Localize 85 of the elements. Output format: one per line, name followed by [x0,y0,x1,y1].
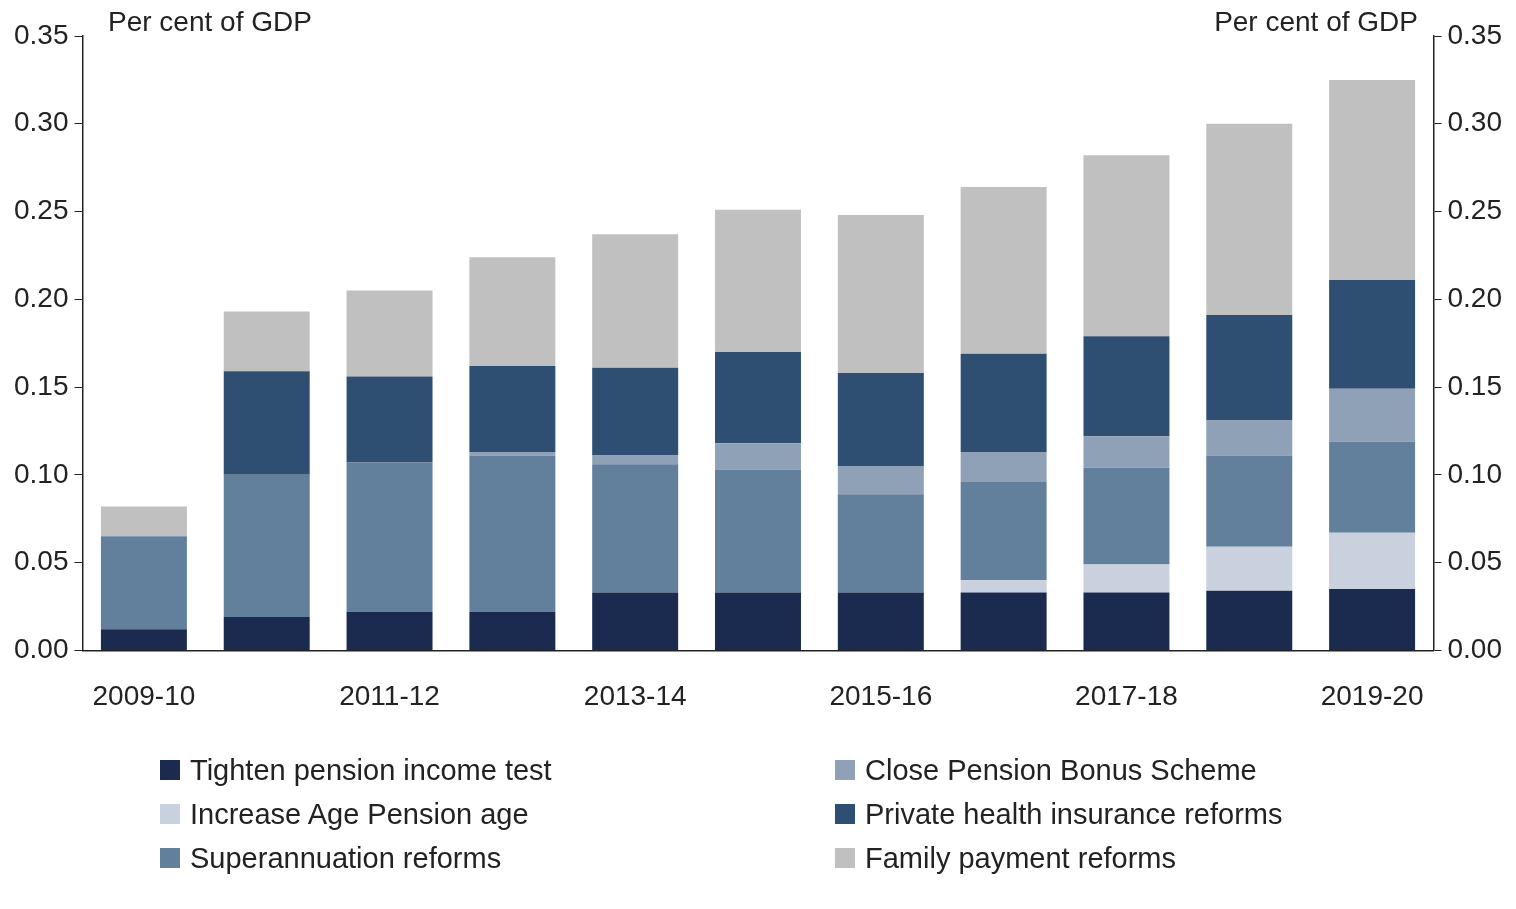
y-tick-label: 0.25 [14,194,69,226]
bar [100,506,187,537]
bar [715,443,801,470]
y-tick-label: 0.05 [14,545,69,577]
bar [837,215,924,374]
x-tick-label: 2013-14 [583,679,687,711]
bar [592,234,679,368]
y2-tick-label: 0.20 [1447,282,1502,314]
legend-label: Increase Age Pension age [190,797,529,831]
bar [960,481,1047,581]
bar [592,455,679,465]
bar [715,592,801,650]
bar [1329,280,1416,389]
bar [715,469,801,593]
bar [1329,441,1416,533]
bar [1206,455,1293,547]
bar [469,611,556,650]
bar [1083,436,1170,468]
bar [960,592,1047,650]
y2-axis-title: Per cent of GDP [1214,6,1418,38]
bar [1329,588,1416,650]
bar [837,592,924,650]
y-tick-label: 0.30 [14,106,69,138]
bar [1083,592,1170,650]
bar [223,617,310,650]
bar [837,466,924,495]
bar [1083,336,1170,437]
legend-label: Close Pension Bonus Scheme [865,753,1257,787]
bar [1206,315,1293,421]
y2-tick-label: 0.35 [1447,18,1502,50]
y-tick-label: 0.35 [14,18,69,50]
bar [1329,532,1416,589]
y2-tick-label: 0.05 [1447,545,1502,577]
y-tick-label: 0.00 [14,633,69,665]
bar [1083,467,1170,565]
bar [715,209,801,352]
bar [469,452,556,456]
bar [960,580,1047,593]
x-tick-label: 2009-10 [92,679,196,711]
legend-label: Private health insurance reforms [865,797,1283,831]
bar [346,462,433,612]
y-tick-label: 0.20 [14,282,69,314]
bar [346,290,433,377]
legend-label: Tighten pension income test [190,753,552,787]
y2-tick-label: 0.15 [1447,369,1502,401]
y2-tick-label: 0.30 [1447,106,1502,138]
bar [1206,546,1293,591]
bar [1083,564,1170,593]
bar [1206,123,1293,316]
y2-tick-label: 0.00 [1447,633,1502,665]
x-tick-label: 2015-16 [829,679,933,711]
bar [346,376,433,463]
y-axis-title: Per cent of GDP [108,6,312,38]
bar [715,351,801,444]
bar [837,373,924,467]
bar [960,353,1047,453]
bar [960,186,1047,354]
bar [469,455,556,612]
y-tick-label: 0.15 [14,369,69,401]
legend-label: Family payment reforms [865,841,1177,875]
bar [469,366,556,453]
bar [1083,155,1170,337]
y2-tick-label: 0.25 [1447,194,1502,226]
bar [100,536,187,630]
bar [1329,388,1416,442]
bar [592,367,679,456]
bar [592,464,679,593]
bar [346,611,433,650]
legend-label: Superannuation reforms [190,841,502,875]
y2-tick-label: 0.10 [1447,457,1502,489]
x-tick-label: 2011-12 [339,679,440,711]
y-tick-label: 0.10 [14,457,69,489]
bar [223,311,310,372]
bar [960,452,1047,482]
bar [100,629,187,650]
bar [1329,79,1416,281]
bar [223,371,310,475]
bar [1206,420,1293,456]
bar [223,474,310,618]
x-tick-label: 2019-20 [1320,679,1424,711]
bar [469,257,556,367]
bar [837,494,924,593]
bar [1206,590,1293,650]
x-tick-label: 2017-18 [1075,679,1178,711]
bar [592,592,679,650]
